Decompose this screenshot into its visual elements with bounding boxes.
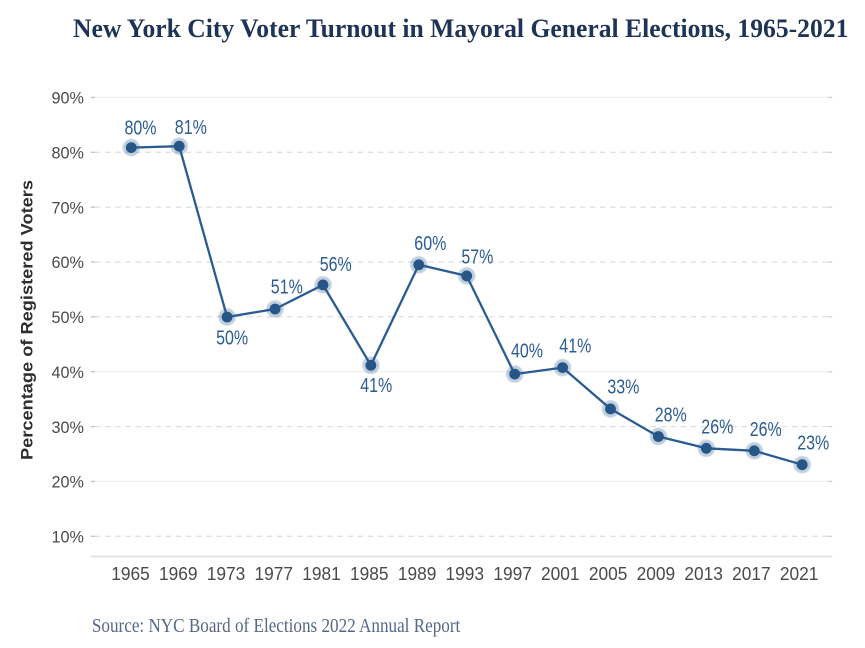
svg-text:2009: 2009 <box>637 564 676 584</box>
svg-text:1973: 1973 <box>207 564 246 584</box>
svg-text:2013: 2013 <box>684 564 723 584</box>
svg-text:56%: 56% <box>320 253 352 276</box>
svg-text:1993: 1993 <box>446 564 485 584</box>
svg-text:2017: 2017 <box>732 564 771 584</box>
svg-text:80%: 80% <box>125 117 157 140</box>
svg-text:1997: 1997 <box>493 564 532 584</box>
svg-text:Percentage of Registered Voter: Percentage of Registered Voters <box>18 180 37 460</box>
svg-text:33%: 33% <box>607 376 639 399</box>
svg-text:2005: 2005 <box>589 564 628 584</box>
svg-text:1981: 1981 <box>302 564 341 584</box>
svg-text:30%: 30% <box>52 418 85 437</box>
svg-text:1977: 1977 <box>255 564 294 584</box>
svg-text:20%: 20% <box>52 473 85 492</box>
svg-text:50%: 50% <box>216 326 248 349</box>
svg-text:50%: 50% <box>52 308 85 327</box>
svg-text:1985: 1985 <box>350 564 389 584</box>
svg-text:40%: 40% <box>511 340 543 363</box>
svg-text:26%: 26% <box>750 418 782 441</box>
svg-text:51%: 51% <box>271 275 303 298</box>
svg-text:81%: 81% <box>175 116 207 139</box>
svg-text:60%: 60% <box>52 253 85 272</box>
svg-text:70%: 70% <box>52 198 85 217</box>
svg-text:41%: 41% <box>559 335 591 358</box>
svg-text:57%: 57% <box>461 245 493 268</box>
svg-text:1965: 1965 <box>111 564 150 584</box>
svg-text:60%: 60% <box>414 232 446 255</box>
svg-text:90%: 90% <box>52 89 85 108</box>
svg-text:1989: 1989 <box>398 564 437 584</box>
svg-text:2001: 2001 <box>541 564 580 584</box>
svg-text:41%: 41% <box>360 374 392 397</box>
svg-text:26%: 26% <box>701 416 733 439</box>
svg-text:23%: 23% <box>797 432 829 455</box>
svg-text:New York City Voter Turnout in: New York City Voter Turnout in Mayoral G… <box>73 13 848 43</box>
svg-text:80%: 80% <box>52 144 85 163</box>
svg-text:40%: 40% <box>52 363 85 382</box>
svg-text:10%: 10% <box>52 528 85 547</box>
svg-text:28%: 28% <box>655 404 687 427</box>
svg-text:Source: NYC Board of Elections: Source: NYC Board of Elections 2022 Annu… <box>92 615 461 637</box>
svg-text:2021: 2021 <box>780 564 819 584</box>
svg-text:1969: 1969 <box>159 564 198 584</box>
